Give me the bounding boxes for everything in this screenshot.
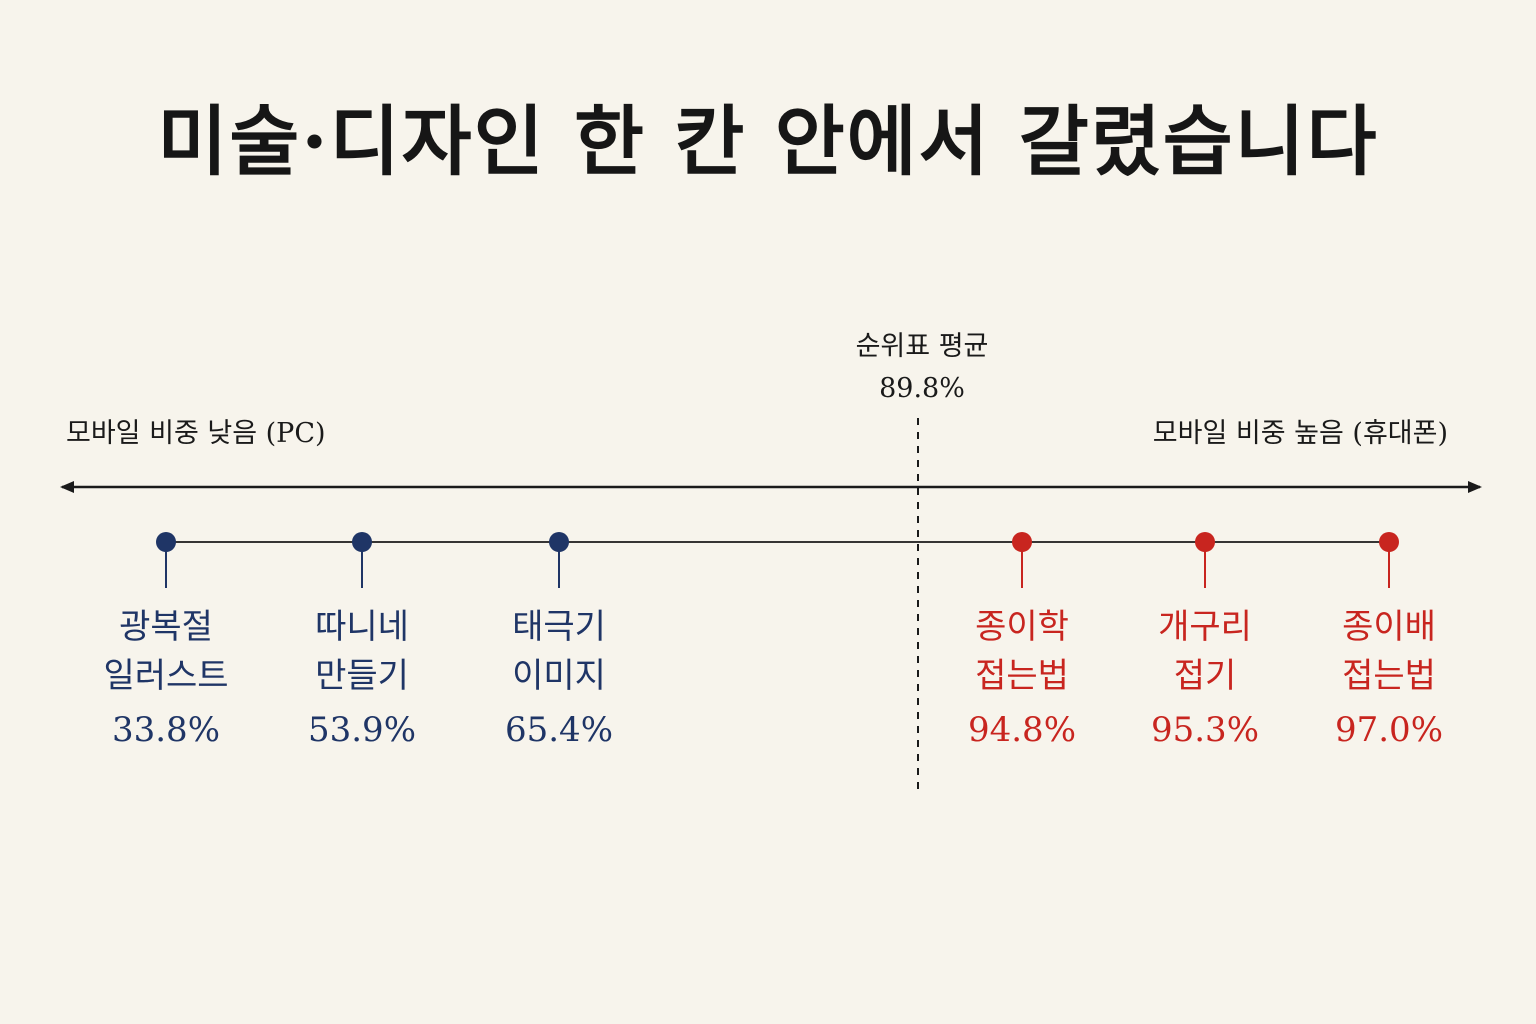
point-label: 접는법 bbox=[1342, 656, 1436, 696]
axis-left-label: 모바일 비중 낮음 (PC) bbox=[66, 418, 326, 449]
point-value-label: 33.8% bbox=[112, 710, 220, 750]
point-label: 만들기 bbox=[315, 656, 409, 696]
point-value-label: 94.8% bbox=[968, 710, 1076, 750]
point-label: 이미지 bbox=[512, 656, 606, 696]
point-marker bbox=[1379, 532, 1399, 552]
point-label: 접는법 bbox=[975, 656, 1069, 696]
point-label: 접기 bbox=[1174, 656, 1237, 696]
point-label: 종이학 bbox=[975, 607, 1069, 647]
point-label: 일러스트 bbox=[103, 656, 228, 696]
point-label: 개구리 bbox=[1158, 607, 1252, 647]
point-label: 태극기 bbox=[512, 607, 606, 647]
page-title: 미술·디자인 한 칸 안에서 갈렸습니다 bbox=[157, 97, 1379, 186]
point-value-label: 65.4% bbox=[505, 710, 613, 750]
point-label: 광복절 bbox=[119, 607, 213, 647]
average-label: 순위표 평균 bbox=[856, 331, 989, 362]
point-label: 따니네 bbox=[315, 607, 409, 647]
point-marker bbox=[1195, 532, 1215, 552]
point-label: 종이배 bbox=[1342, 607, 1436, 647]
point-marker bbox=[156, 532, 176, 552]
point-marker bbox=[1012, 532, 1032, 552]
point-marker bbox=[352, 532, 372, 552]
average-value: 89.8% bbox=[879, 373, 965, 404]
point-value-label: 53.9% bbox=[308, 710, 416, 750]
point-marker bbox=[549, 532, 569, 552]
point-value-label: 97.0% bbox=[1335, 710, 1443, 750]
point-value-label: 95.3% bbox=[1151, 710, 1259, 750]
axis-right-label: 모바일 비중 높음 (휴대폰) bbox=[1153, 418, 1448, 449]
